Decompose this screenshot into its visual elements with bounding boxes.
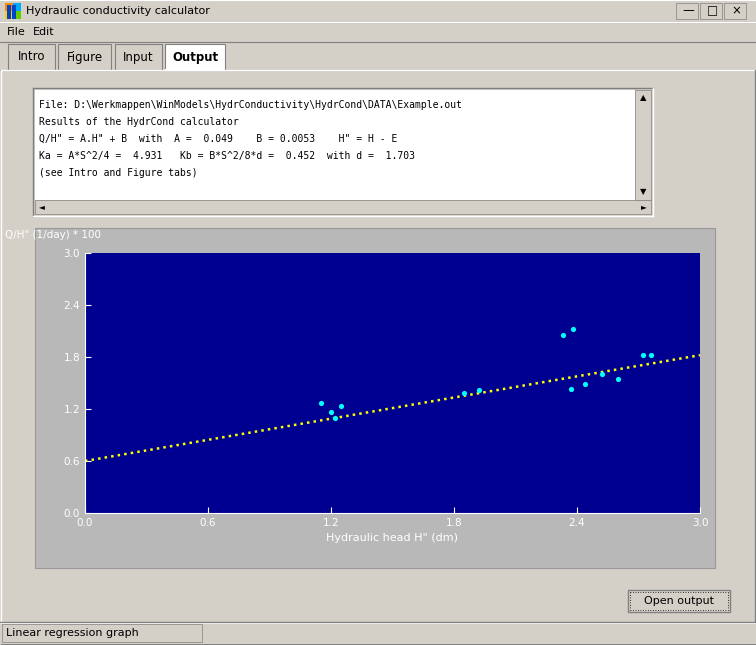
Bar bbox=[0, 622, 756, 644]
Bar bbox=[13, 11, 21, 19]
Text: File: D:\Werkmappen\WinModels\HydrConductivity\HydrCond\DATA\Example.out: File: D:\Werkmappen\WinModels\HydrConduc… bbox=[39, 100, 462, 110]
Bar bbox=[1, 70, 755, 644]
Text: Linear regression graph: Linear regression graph bbox=[6, 628, 139, 638]
Text: □: □ bbox=[706, 5, 717, 17]
Bar bbox=[628, 590, 730, 612]
Point bbox=[329, 413, 341, 423]
Text: ▼: ▼ bbox=[640, 188, 646, 197]
Text: Intro: Intro bbox=[17, 50, 45, 63]
Text: Results of the HydrCond calculator: Results of the HydrCond calculator bbox=[39, 117, 239, 127]
Point bbox=[645, 350, 657, 361]
Point bbox=[612, 373, 624, 384]
Text: Output: Output bbox=[172, 50, 218, 63]
Text: (see Intro and Figure tabs): (see Intro and Figure tabs) bbox=[39, 168, 197, 178]
Point bbox=[314, 398, 327, 408]
Bar bbox=[13, 3, 21, 11]
Text: Q/H" (1/day) * 100: Q/H" (1/day) * 100 bbox=[5, 230, 101, 240]
Bar bbox=[724, 3, 746, 19]
Bar bbox=[5, 3, 13, 11]
Bar bbox=[2, 624, 202, 642]
Bar bbox=[7, 5, 11, 19]
Point bbox=[565, 384, 577, 394]
Point bbox=[596, 369, 608, 379]
Text: Edit: Edit bbox=[33, 27, 55, 37]
Point bbox=[567, 324, 579, 334]
Text: —: — bbox=[682, 5, 694, 17]
Bar bbox=[0, 42, 756, 70]
Point bbox=[472, 385, 485, 395]
Text: Hydraulic conductivity calculator: Hydraulic conductivity calculator bbox=[26, 6, 210, 16]
Text: ►: ► bbox=[641, 203, 647, 212]
Point bbox=[325, 406, 337, 417]
Point bbox=[335, 401, 347, 412]
Text: ▲: ▲ bbox=[640, 94, 646, 103]
Bar bbox=[676, 3, 698, 19]
Bar bbox=[700, 3, 722, 19]
Bar bbox=[12, 5, 16, 19]
Text: File: File bbox=[7, 27, 26, 37]
Point bbox=[637, 350, 649, 361]
X-axis label: Hydraulic head H" (dm): Hydraulic head H" (dm) bbox=[327, 533, 458, 544]
Bar bbox=[635, 90, 651, 200]
Text: Ka = A*S^2/4 =  4.931   Kb = B*S^2/8*d =  0.452  with d =  1.703: Ka = A*S^2/4 = 4.931 Kb = B*S^2/8*d = 0.… bbox=[39, 151, 415, 161]
Point bbox=[579, 379, 591, 389]
Bar bbox=[8, 44, 55, 70]
Text: Open output: Open output bbox=[644, 596, 714, 606]
Text: ×: × bbox=[731, 5, 741, 17]
Point bbox=[458, 388, 470, 399]
Bar bbox=[35, 228, 715, 568]
Point bbox=[556, 330, 569, 341]
Text: Q/H" = A.H" + B  with  A =  0.049    B = 0.0053    H" = H - E: Q/H" = A.H" + B with A = 0.049 B = 0.005… bbox=[39, 134, 398, 144]
Text: Figure: Figure bbox=[67, 50, 103, 63]
Bar bbox=[0, 0, 756, 22]
Bar bbox=[33, 88, 653, 216]
Bar bbox=[35, 90, 635, 200]
Bar bbox=[115, 44, 162, 70]
Bar bbox=[165, 44, 225, 70]
Text: Input: Input bbox=[123, 50, 153, 63]
Bar bbox=[5, 11, 13, 19]
Bar bbox=[0, 22, 756, 42]
Bar bbox=[58, 44, 111, 70]
Bar bbox=[35, 200, 651, 214]
Text: ◄: ◄ bbox=[39, 203, 45, 212]
